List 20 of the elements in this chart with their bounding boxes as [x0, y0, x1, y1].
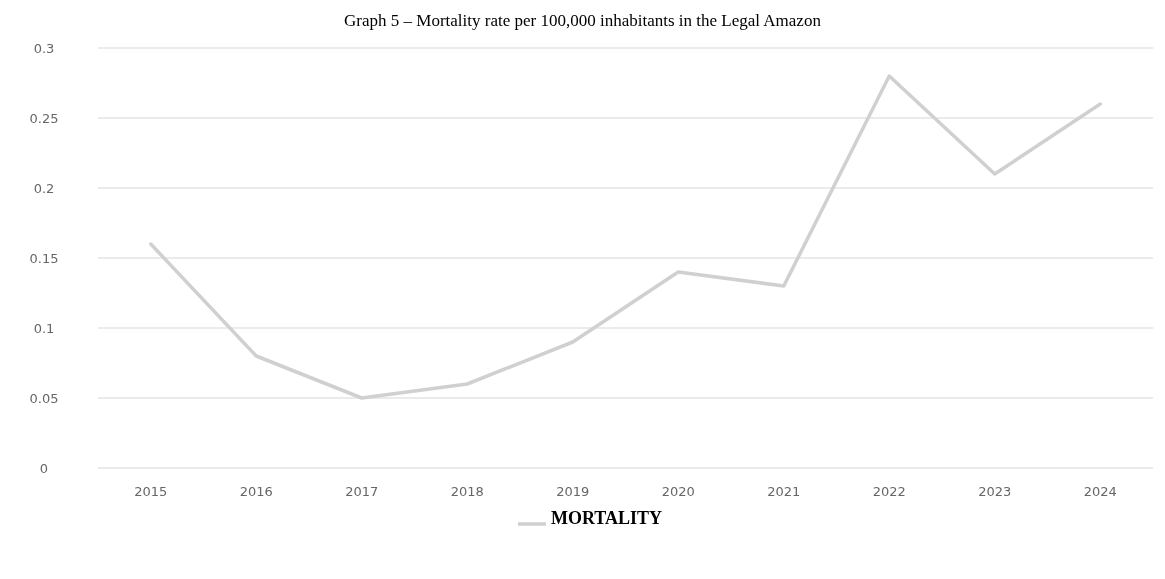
- x-tick-label: 2018: [450, 484, 484, 499]
- y-tick-label: 0.25: [29, 110, 59, 126]
- x-tick-label: 2019: [556, 484, 590, 499]
- x-tick-label: 2021: [767, 484, 801, 499]
- y-tick-label: 0.15: [29, 250, 59, 266]
- x-tick-label: 2017: [345, 484, 379, 499]
- line-series: [149, 74, 1102, 400]
- legend-label: MORTALITY: [551, 508, 663, 529]
- x-tick-label: 2024: [1083, 484, 1117, 499]
- x-tick-label: 2016: [239, 484, 273, 499]
- x-tick-label: 2020: [661, 484, 695, 499]
- y-tick-label: 0.2: [33, 180, 55, 196]
- y-tick-label: 0.1: [33, 320, 55, 336]
- y-tick-label: 0.3: [33, 40, 55, 56]
- x-tick-label: 2023: [978, 484, 1012, 499]
- y-tick-label: 0.05: [29, 390, 59, 406]
- y-tick-label: 0: [39, 460, 49, 476]
- chart-title: Graph 5 – Mortality rate per 100,000 inhabitants in the Legal Amazon: [344, 11, 822, 30]
- x-tick-label: 2015: [134, 484, 168, 499]
- x-tick-label: 2022: [872, 484, 906, 499]
